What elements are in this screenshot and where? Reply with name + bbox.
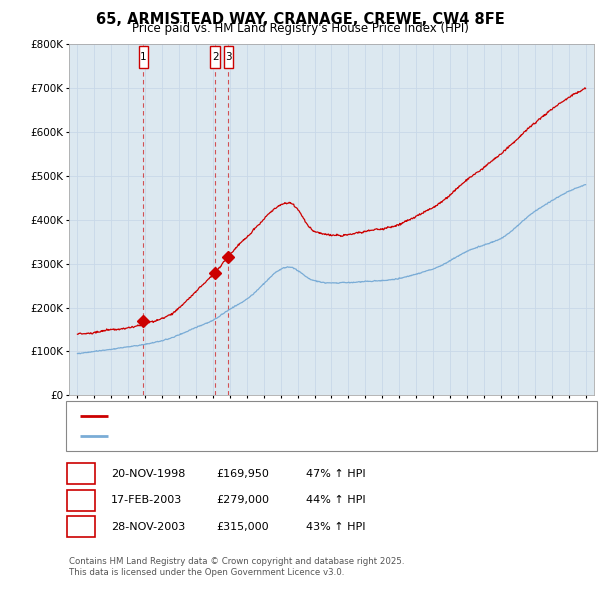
Text: This data is licensed under the Open Government Licence v3.0.: This data is licensed under the Open Gov…: [69, 568, 344, 577]
Text: 2: 2: [77, 496, 85, 505]
Text: 47% ↑ HPI: 47% ↑ HPI: [306, 469, 365, 478]
Text: HPI: Average price, detached house, Cheshire East: HPI: Average price, detached house, Ches…: [113, 431, 377, 441]
Text: Contains HM Land Registry data © Crown copyright and database right 2025.: Contains HM Land Registry data © Crown c…: [69, 557, 404, 566]
Text: £279,000: £279,000: [216, 496, 269, 505]
Text: 17-FEB-2003: 17-FEB-2003: [111, 496, 182, 505]
Text: 1: 1: [140, 53, 146, 63]
FancyBboxPatch shape: [139, 47, 148, 68]
Text: 1: 1: [77, 469, 85, 478]
Text: 65, ARMISTEAD WAY, CRANAGE, CREWE, CW4 8FE: 65, ARMISTEAD WAY, CRANAGE, CREWE, CW4 8…: [95, 12, 505, 27]
Text: £169,950: £169,950: [216, 469, 269, 478]
Text: 28-NOV-2003: 28-NOV-2003: [111, 522, 185, 532]
FancyBboxPatch shape: [224, 47, 233, 68]
Text: 3: 3: [77, 522, 85, 532]
Text: 44% ↑ HPI: 44% ↑ HPI: [306, 496, 365, 505]
Text: 20-NOV-1998: 20-NOV-1998: [111, 469, 185, 478]
Text: 65, ARMISTEAD WAY, CRANAGE, CREWE, CW4 8FE (detached house): 65, ARMISTEAD WAY, CRANAGE, CREWE, CW4 8…: [113, 411, 469, 421]
Text: 3: 3: [225, 53, 232, 63]
FancyBboxPatch shape: [211, 47, 220, 68]
Text: £315,000: £315,000: [216, 522, 269, 532]
Text: 43% ↑ HPI: 43% ↑ HPI: [306, 522, 365, 532]
Text: Price paid vs. HM Land Registry's House Price Index (HPI): Price paid vs. HM Land Registry's House …: [131, 22, 469, 35]
Text: 2: 2: [212, 53, 218, 63]
